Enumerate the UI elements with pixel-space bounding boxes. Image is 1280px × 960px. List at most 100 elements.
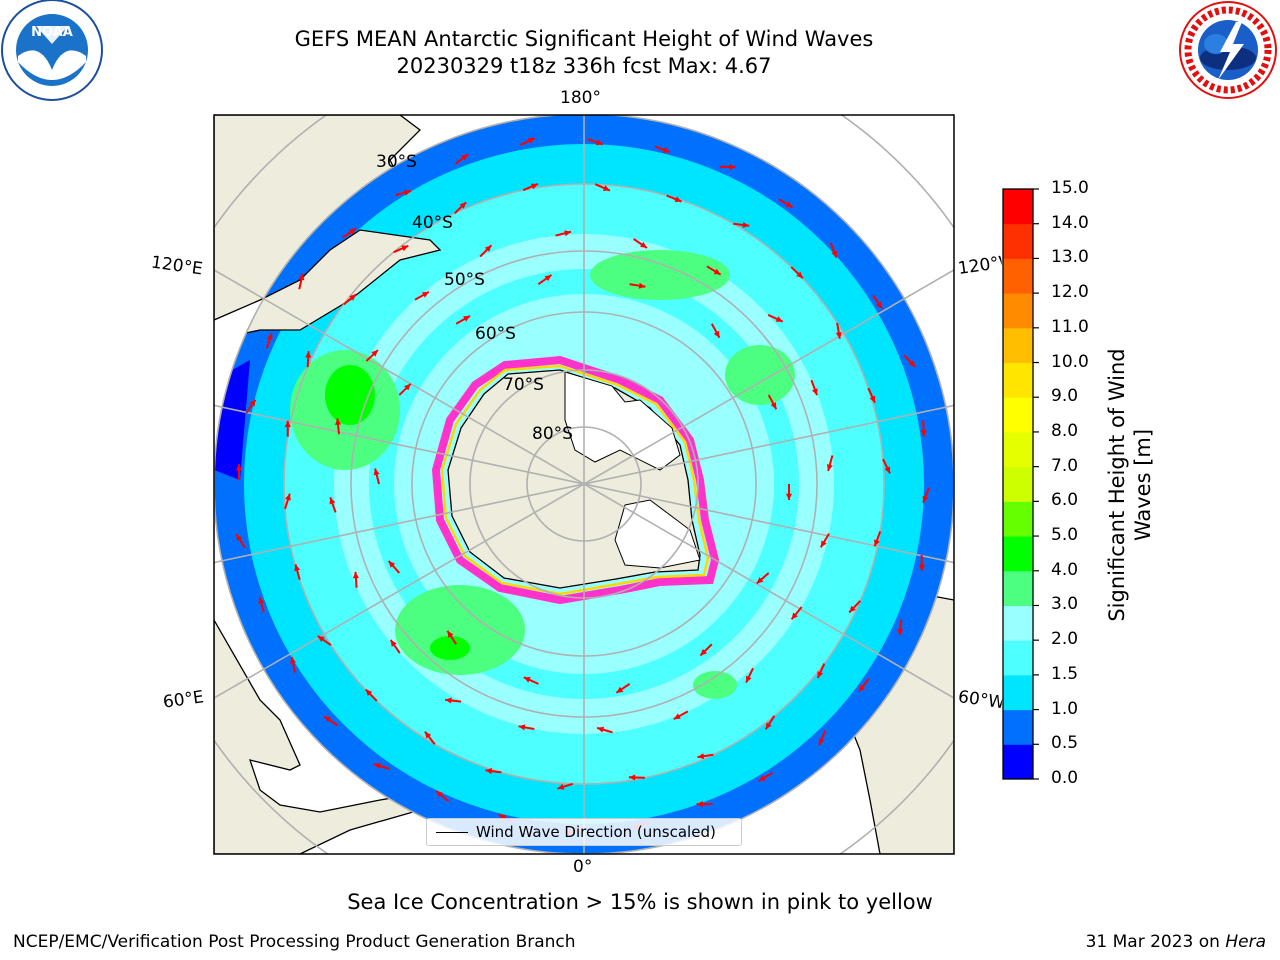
wind-wave-arrow-head (390, 639, 397, 647)
wind-wave-arrow-head (831, 250, 837, 258)
colorbar-block (1003, 570, 1033, 606)
wind-wave-arrow-head (371, 350, 378, 357)
wind-wave-arrow-head (463, 315, 471, 322)
legend-line-sample (436, 831, 468, 833)
wind-wave-arrow-head (696, 801, 703, 808)
wind-wave-arrow-head (424, 731, 432, 739)
colorbar-block (1003, 674, 1033, 711)
colorbar-block (1003, 189, 1033, 225)
wind-wave-arrow-head (775, 316, 783, 322)
colorbar-tick-label: 0.5 (1051, 733, 1079, 754)
national-weather-service-logo (1179, 1, 1277, 99)
wind-wave-arrow-head (249, 399, 256, 407)
colorbar-tick-label: 6.0 (1051, 490, 1079, 511)
wind-wave-arrow-head (421, 291, 429, 298)
lon-label-180: 180° (560, 88, 601, 108)
wind-wave-arrow-head (294, 564, 301, 572)
legend-label: Wind Wave Direction (unscaled) (476, 823, 716, 841)
wind-wave-arrow-head (557, 783, 565, 790)
lat-label-60s: 60°S (475, 324, 516, 344)
wind-wave-arrow-head (352, 571, 359, 579)
wind-wave-arrow-head (785, 201, 793, 208)
wind-wave-arrow-head (523, 677, 531, 683)
lat-label-40s: 40°S (412, 213, 453, 233)
footer-branch: NCEP/EMC/Verification Post Processing Pr… (13, 932, 576, 952)
wind-wave-arrow-head (742, 221, 750, 228)
wind-wave-arrow-head (869, 395, 876, 403)
colorbar-tick-label: 13.0 (1051, 247, 1089, 268)
colorbar-block (1003, 258, 1033, 294)
lat-label-70s: 70°S (503, 375, 544, 395)
wind-wave-arrow-head (616, 686, 624, 693)
wind-wave-arrow-head (459, 202, 467, 209)
colorbar-block (1003, 709, 1033, 745)
colorbar-tick-label: 3.0 (1051, 594, 1079, 615)
wind-wave-arrow-head (527, 138, 535, 144)
colorbar-tick-label: 10.0 (1051, 351, 1089, 372)
wind-wave-arrow-head (284, 420, 291, 428)
colorbar-tick-label: 14.0 (1051, 212, 1089, 233)
wind-wave-arrow-head (875, 301, 883, 309)
wind-wave-arrow-head (498, 814, 506, 821)
wind-wave-arrow-head (349, 228, 357, 235)
wind-wave-arrow-head (849, 605, 856, 613)
wind-wave-arrow-head (791, 612, 798, 620)
map-title: GEFS MEAN Antarctic Significant Height o… (294, 27, 874, 51)
wind-wave-arrow-head (758, 775, 766, 782)
lat-label-50s: 50°S (444, 270, 485, 290)
wind-wave-arrow-head (544, 274, 552, 282)
wind-wave-arrow-head (674, 196, 682, 203)
lat-label-30s: 30°S (376, 152, 417, 172)
wind-wave-arrow-head (826, 464, 833, 471)
colorbar-block (1003, 397, 1033, 433)
wind-wave-arrow-head (796, 271, 803, 279)
map-subtitle: 20230329 t18z 336h fcst Max: 4.67 (396, 54, 772, 78)
wind-wave-arrow-head (817, 671, 824, 679)
wind-wave-arrow-head (404, 189, 411, 196)
wind-wave-arrow-head (324, 716, 332, 723)
colorbar-tick-label: 5.0 (1051, 525, 1079, 546)
colorbar-tick-label: 12.0 (1051, 282, 1089, 303)
wind-wave-arrow-head (436, 791, 443, 798)
colorbar-label-line2: Waves [m] (1131, 428, 1155, 542)
wind-wave-arrow-head (884, 466, 890, 474)
colorbar-tick-label: 4.0 (1051, 559, 1079, 580)
wind-wave-arrow-head (920, 429, 927, 437)
colorbar-block (1003, 536, 1033, 572)
wind-wave-arrow-head (290, 656, 296, 664)
wind-wave-arrow-head (874, 539, 880, 547)
colorbar-label-line1: Significant Height of Wind (1105, 348, 1129, 622)
colorbar-tick-label: 15.0 (1051, 178, 1089, 198)
colorbar-label: Significant Height of Wind Waves [m] (1104, 348, 1156, 621)
wind-wave-arrow-head (258, 597, 265, 604)
wind-wave-arrow-head (785, 493, 793, 500)
colorbar-block (1003, 223, 1033, 259)
wind-wave-arrow-head (820, 540, 827, 548)
wind-wave-arrow-head (235, 464, 243, 471)
wind-wave-arrow-head (818, 738, 825, 746)
wind-wave-arrow-head (713, 330, 720, 338)
wind-wave-arrow-head (897, 628, 904, 636)
wind-wave-arrow-head (835, 332, 842, 339)
wind-wave-arrow-head (662, 147, 670, 153)
colorbar-tick-label: 1.5 (1051, 663, 1079, 684)
wind-wave-arrow-head (445, 697, 452, 704)
footer-date-text: 31 Mar 2023 on (1085, 932, 1226, 952)
noaa-logo-text: NOAA (31, 25, 73, 40)
noaa-logo: NOAA (1, 0, 103, 101)
lon-label-0: 0° (573, 857, 593, 877)
colorbar-block (1003, 362, 1033, 398)
wind-wave-arrow-head (858, 684, 866, 692)
colorbar-block (1003, 605, 1033, 641)
wind-wave-arrow-head (485, 768, 493, 775)
colorbar-tick-label: 1.0 (1051, 698, 1079, 719)
wind-wave-arrow-head (765, 722, 772, 730)
wind-wave-arrow-head (700, 648, 708, 656)
wind-wave-arrow-head (729, 163, 736, 170)
colorbar-block (1003, 293, 1033, 329)
wind-wave-arrow-head (640, 241, 647, 248)
colorbar-block (1003, 744, 1033, 780)
wind-wave-arrow-head (697, 753, 705, 760)
colorbar-tick-label: 0.0 (1051, 768, 1079, 788)
